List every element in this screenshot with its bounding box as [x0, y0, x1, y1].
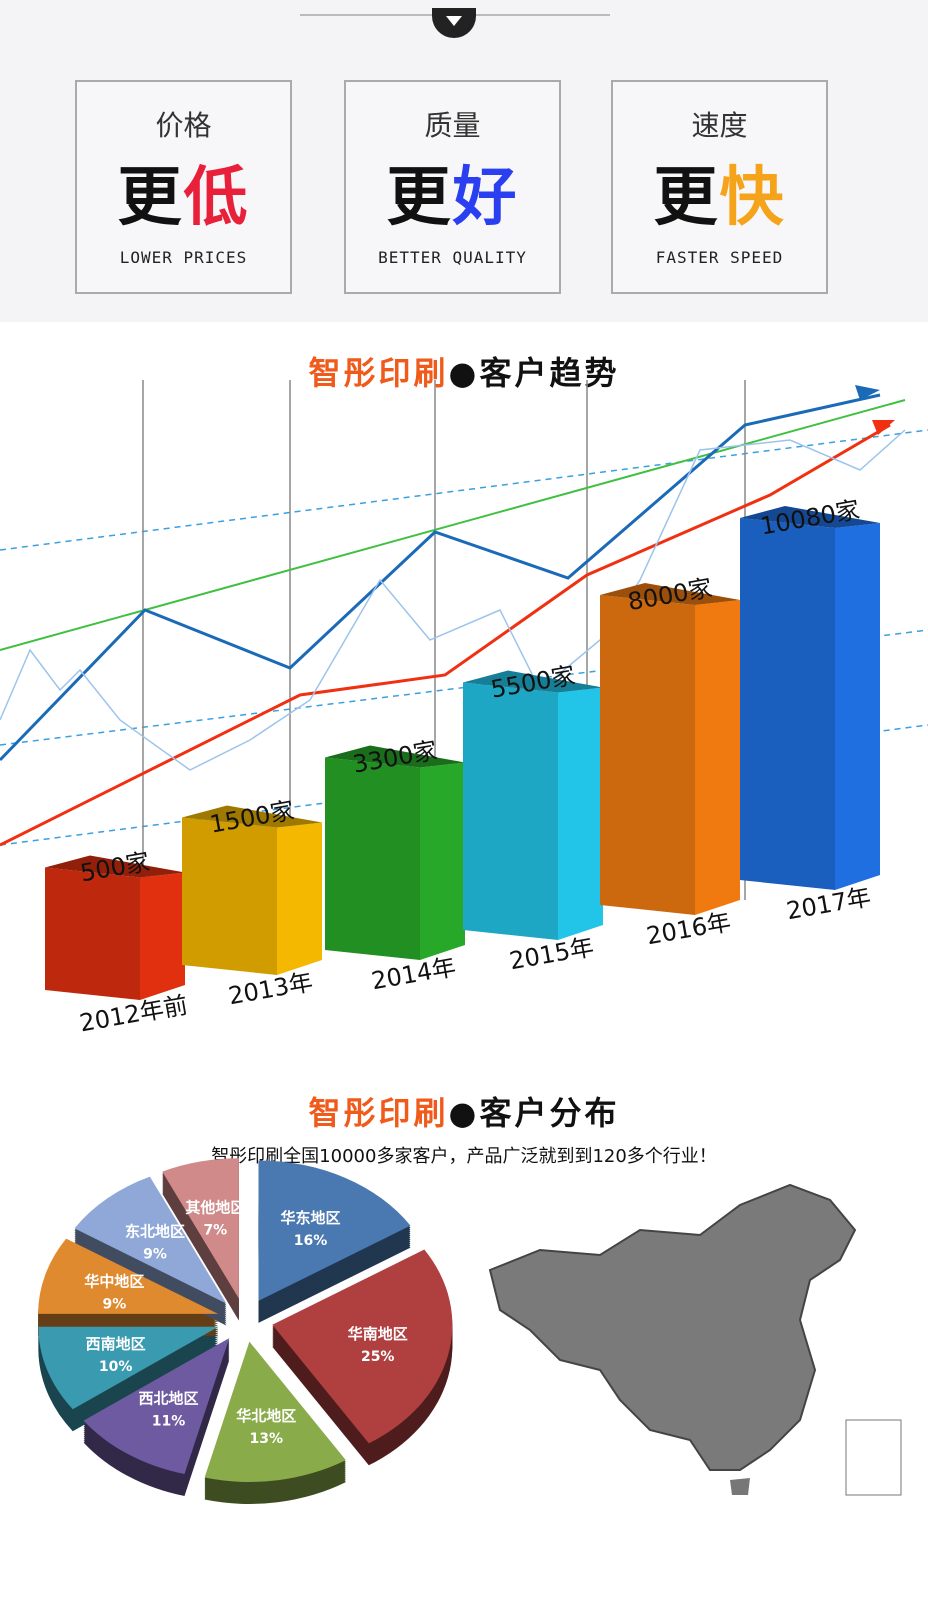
trend-line-light — [0, 429, 906, 771]
feature-english: LOWER PRICES — [119, 248, 248, 267]
pie-slice-value: 11% — [152, 1414, 186, 1430]
trend-line-green — [0, 399, 906, 651]
pie-slice — [162, 1158, 239, 1299]
pie-slice-label: 华中地区 — [84, 1272, 144, 1290]
bar-front — [325, 757, 420, 960]
pie-slice-value: 7% — [203, 1222, 227, 1238]
bar-top — [463, 670, 603, 693]
pie-slice-value: 13% — [250, 1431, 284, 1447]
trend-guide-line — [0, 429, 928, 551]
bar-top — [325, 745, 465, 768]
pie-slice-value: 9% — [103, 1296, 127, 1312]
pie-slice-value: 9% — [143, 1246, 167, 1262]
pie-slice — [258, 1160, 411, 1301]
bar-side — [140, 872, 185, 1000]
pie-slice — [83, 1338, 230, 1475]
feature-label: 速度 — [691, 109, 748, 142]
bar-front — [45, 867, 140, 1000]
bar-top — [182, 805, 322, 828]
feature-headline: 更快 — [653, 161, 786, 235]
bar-side — [695, 600, 740, 915]
distribution-subtitle: 智彤印刷全国10000多家客户，产品广泛就到到120多个行业！ — [211, 1146, 717, 1167]
feature-english: BETTER QUALITY — [378, 248, 527, 267]
pie-slice-label: 西北地区 — [139, 1390, 199, 1408]
pie-slice — [74, 1176, 227, 1304]
bar-side — [558, 687, 603, 940]
feature-label: 价格 — [155, 109, 212, 142]
distribution-title: 智彤印刷●客户分布 — [308, 1094, 620, 1132]
pie-slice — [38, 1326, 219, 1410]
arrow-head — [855, 385, 880, 400]
arrow-head — [872, 420, 895, 435]
bar-side — [277, 822, 322, 975]
feature-label: 质量 — [424, 109, 481, 142]
bar-front — [600, 595, 695, 915]
bar-front — [463, 682, 558, 940]
feature-box-quality: 质量 更好 BETTER QUALITY — [344, 80, 561, 294]
feature-box-speed: 速度 更快 FASTER SPEED — [611, 80, 828, 294]
trend-line-red — [0, 423, 891, 847]
trend-line-blue — [0, 393, 881, 762]
features-section: 价格 更低 LOWER PRICES 质量 更好 BETTER QUALITY … — [0, 0, 928, 322]
pie-slice-value: 16% — [294, 1233, 328, 1249]
bar-side — [420, 762, 465, 960]
pie-slice — [272, 1249, 453, 1444]
bar-front — [182, 817, 277, 975]
pie-slice-label: 华南地区 — [348, 1325, 408, 1343]
pie-slice-label: 华东地区 — [281, 1209, 341, 1227]
feature-headline: 更好 — [386, 161, 519, 235]
pie-slice-value: 10% — [99, 1359, 133, 1375]
pie-slice-label: 其他地区 — [185, 1198, 245, 1216]
feature-english: FASTER SPEED — [655, 248, 784, 267]
pie-slice — [38, 1238, 219, 1314]
trend-title: 智彤印刷●客户趋势 — [308, 354, 620, 392]
bar-top — [740, 506, 880, 528]
bar-side — [835, 523, 880, 890]
trend-bar-chart: 500家2012年前1500家2013年3300家2014年5500家2015年… — [0, 380, 928, 1037]
pie-slice-value: 25% — [361, 1349, 395, 1365]
bar-front — [740, 518, 835, 890]
map-inset — [845, 1419, 902, 1496]
feature-headline: 更低 — [117, 161, 250, 235]
feature-box-price: 价格 更低 LOWER PRICES — [75, 80, 292, 294]
bar-top — [45, 855, 185, 878]
bar-top — [600, 583, 740, 605]
pie-slice-label: 东北地区 — [125, 1222, 185, 1240]
pie-slice — [204, 1341, 346, 1482]
pie-slice-label: 西南地区 — [86, 1335, 146, 1353]
pie-slice-label: 华北地区 — [236, 1407, 296, 1425]
